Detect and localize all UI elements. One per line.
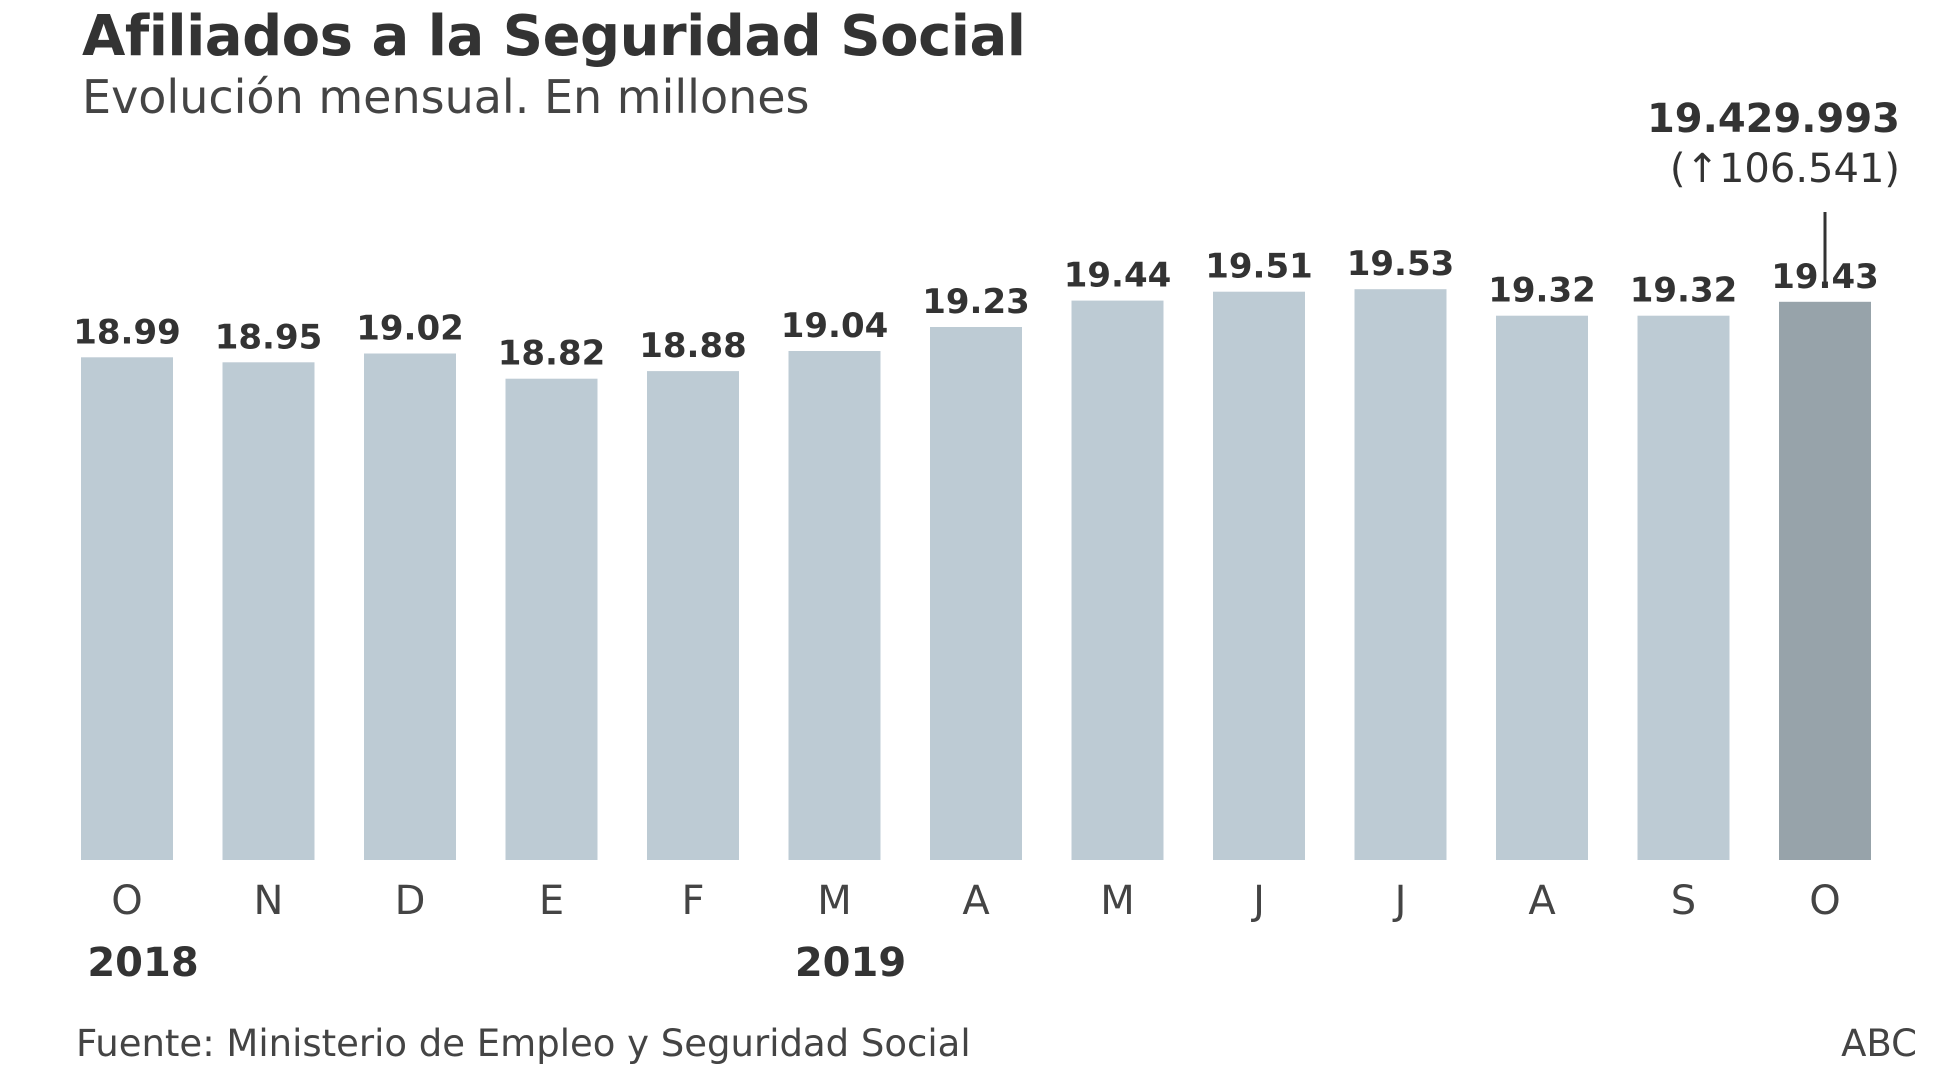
- data-label: 19.04: [781, 306, 889, 346]
- bar: [930, 327, 1022, 860]
- bar: [222, 362, 315, 860]
- bar: [81, 357, 173, 860]
- callout-total-value: 19.429.993: [1646, 96, 1900, 142]
- x-tick-label: S: [1671, 878, 1696, 924]
- bar: [647, 371, 739, 860]
- data-label: 18.82: [498, 334, 606, 374]
- data-label: 19.44: [1064, 256, 1172, 296]
- x-tick-label: O: [1809, 878, 1840, 924]
- bar: [364, 353, 456, 860]
- x-tick-label: A: [1528, 878, 1556, 924]
- x-tick-label: J: [1250, 878, 1265, 924]
- callout-delta-value: (↑106.541): [1669, 146, 1900, 192]
- bar: [1779, 301, 1871, 860]
- data-label: 19.02: [356, 309, 464, 349]
- x-tick-label: M: [1100, 878, 1135, 924]
- credit-label: ABC: [1841, 1022, 1917, 1065]
- bar: [505, 378, 598, 860]
- x-tick-label: F: [681, 878, 704, 924]
- source-note: Fuente: Ministerio de Empleo y Seguridad…: [76, 1022, 971, 1065]
- x-tick-label: E: [539, 878, 564, 924]
- data-label: 19.32: [1488, 271, 1596, 311]
- chart-subtitle: Evolución mensual. En millones: [82, 70, 810, 124]
- data-label: 19.43: [1771, 257, 1879, 297]
- year-label: 2018: [87, 940, 198, 986]
- x-tick-label: A: [962, 878, 990, 924]
- x-tick-label: O: [111, 878, 142, 924]
- chart-title: Afiliados a la Seguridad Social: [82, 4, 1026, 69]
- x-tick-label: D: [395, 878, 426, 924]
- data-label: 18.88: [639, 326, 747, 366]
- data-label: 19.53: [1347, 244, 1455, 284]
- bar: [1637, 315, 1730, 860]
- data-label: 18.99: [73, 312, 181, 352]
- bar: [788, 351, 881, 860]
- year-label: 2019: [795, 940, 906, 986]
- bar: [1213, 291, 1305, 860]
- data-label: 18.95: [215, 317, 323, 357]
- data-label: 19.23: [922, 282, 1030, 322]
- bar-chart: 18.99 O 18.95 N 19.02 D 18.82 E 18.88 F 19.04 M 19.2…: [73, 212, 1879, 986]
- x-tick-label: N: [254, 878, 284, 924]
- bar: [1071, 300, 1164, 861]
- data-label: 19.51: [1205, 247, 1313, 287]
- bar: [1354, 289, 1447, 860]
- data-label: 19.32: [1630, 271, 1738, 311]
- x-tick-label: M: [817, 878, 852, 924]
- bar: [1496, 315, 1588, 860]
- x-tick-label: J: [1392, 878, 1407, 924]
